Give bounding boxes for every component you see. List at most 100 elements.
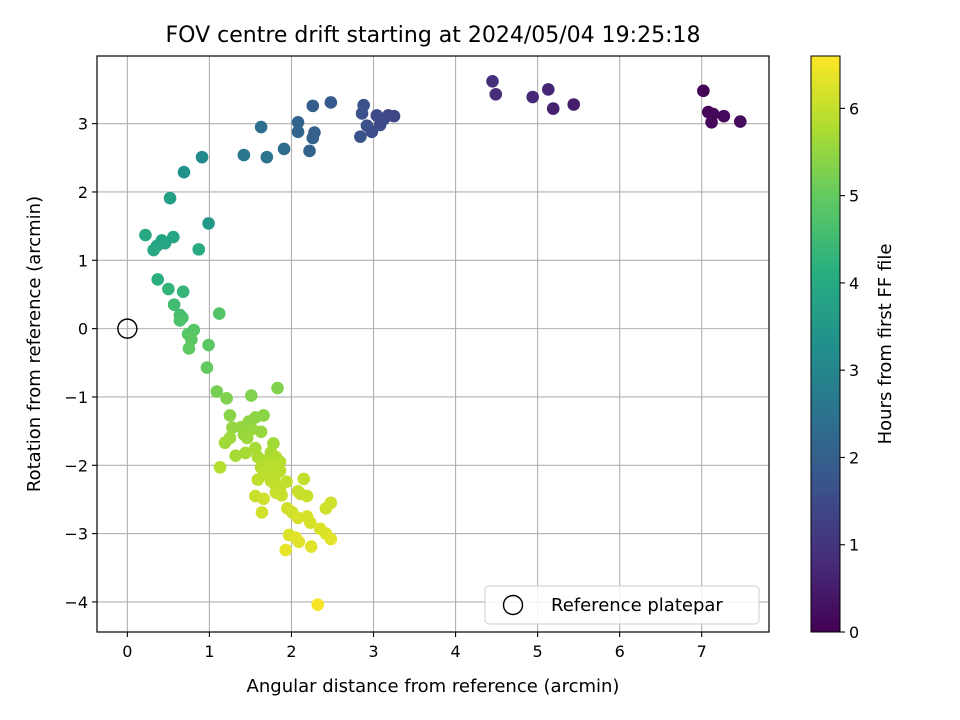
colorbar-tick-label: 1 [849,536,859,555]
data-point [200,361,214,374]
data-point [306,131,320,145]
grid-lines [97,56,769,632]
legend-reference-marker [502,594,524,616]
y-tick-label: −2 [64,456,88,475]
data-point [192,243,206,256]
data-point [195,150,209,164]
reference-marker-layer [117,318,138,339]
y-tick-label: −4 [64,593,88,612]
data-point [212,307,226,320]
data-point [182,342,196,355]
data-point [223,409,237,422]
data-point [355,107,369,120]
data-point [304,516,317,529]
x-tick-label: 3 [368,642,378,661]
y-axis-label: Rotation from reference (arcmin) [24,196,45,492]
data-point [213,461,227,474]
data-point [202,338,215,352]
data-point [526,90,539,104]
data-point [254,425,268,439]
data-point [733,115,747,128]
data-point [257,492,270,506]
data-point [218,436,232,450]
y-tick-label: −1 [64,388,88,407]
data-point [260,150,274,164]
data-point [240,431,254,445]
chart-title: FOV centre drift starting at 2024/05/04 … [166,23,701,48]
plot-frame [96,55,770,633]
data-point [151,273,165,286]
data-point [176,285,190,299]
data-point [226,421,239,435]
data-point [546,102,560,115]
colorbar-tick-label: 2 [849,448,859,467]
y-axis-ticks: −4 −3 −2 −1 0 1 2 3 [64,115,97,612]
colorbar-tick-label: 0 [849,623,859,642]
data-point [291,125,305,139]
data-point [163,191,177,205]
data-point [311,598,325,611]
x-axis-label: Angular distance from reference (arcmin) [247,676,620,697]
data-point [271,381,284,395]
data-point [319,502,333,515]
data-point [210,385,224,398]
x-tick-label: 0 [122,642,132,661]
data-point [254,120,268,134]
x-axis-ticks: 0 1 2 3 4 5 6 7 [122,632,707,661]
data-point [306,99,320,113]
data-point [239,446,252,460]
data-point [173,314,187,327]
data-point [486,74,499,88]
colorbar-ticks: 0 1 2 3 4 5 6 [840,99,859,642]
data-point [255,506,269,519]
legend-box [484,585,760,625]
data-point [277,142,291,156]
y-tick-label: 3 [78,115,88,134]
data-point [237,148,251,162]
x-tick-label: 5 [533,642,543,661]
data-point [139,228,152,242]
data-point [297,472,311,486]
data-point [220,392,233,405]
data-point [489,87,503,101]
data-point [541,83,555,96]
data-point [567,98,581,111]
data-point [167,298,181,312]
data-point [717,109,731,123]
legend-label: Reference platepar [551,595,723,616]
data-point [705,115,718,129]
data-point [147,243,160,257]
data-point [162,282,175,296]
x-tick-label: 6 [615,642,625,661]
colorbar-tick-label: 6 [849,99,859,118]
y-tick-label: −3 [64,525,88,544]
data-point [324,532,338,546]
data-point [360,119,374,132]
data-point [304,540,318,553]
x-tick-label: 7 [697,642,707,661]
data-point [244,389,258,402]
legend: Reference platepar [484,585,760,625]
colorbar-tick-label: 4 [849,274,859,293]
data-point [292,535,306,549]
data-point [370,109,384,122]
data-point [177,165,191,179]
y-tick-label: 2 [78,183,88,202]
y-tick-label: 0 [78,320,88,339]
data-point [229,449,242,463]
colorbar-gradient [810,55,841,633]
y-tick-label: 1 [78,251,88,270]
data-point [251,473,265,486]
x-tick-label: 2 [286,642,296,661]
colorbar-label: Hours from first FF file [875,244,896,445]
data-point [697,84,710,98]
data-point [324,96,338,109]
data-point [354,130,367,143]
reference-platepar-marker [117,318,138,339]
colorbar-tick-label: 5 [849,187,859,206]
data-points [139,74,747,611]
data-point [291,115,305,129]
colorbar-tick-label: 3 [849,361,859,380]
x-tick-label: 4 [450,642,460,661]
